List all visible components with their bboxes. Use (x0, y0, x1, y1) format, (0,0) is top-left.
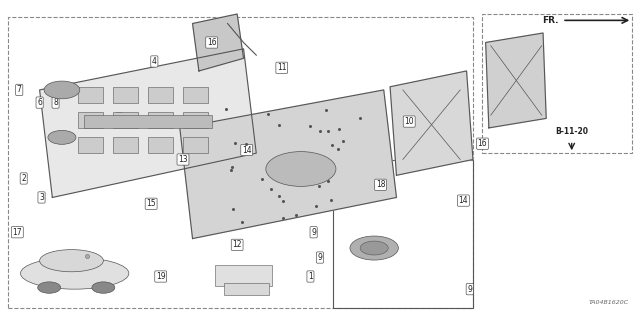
Text: 9: 9 (467, 285, 472, 294)
Text: 14: 14 (459, 196, 468, 205)
Bar (215, 265, 272, 286)
Text: 10: 10 (404, 117, 414, 126)
Polygon shape (390, 71, 473, 175)
Text: 9: 9 (317, 253, 323, 262)
Text: 15: 15 (147, 199, 156, 208)
Polygon shape (180, 90, 396, 239)
Bar (78, 87, 103, 103)
Bar (225, 283, 269, 295)
Bar (84, 115, 212, 128)
Bar (183, 137, 209, 153)
Text: FR.: FR. (543, 16, 559, 25)
Polygon shape (40, 49, 256, 197)
Text: 12: 12 (232, 241, 242, 249)
Text: 18: 18 (376, 180, 385, 189)
Polygon shape (193, 14, 244, 71)
Circle shape (48, 130, 76, 144)
Text: 9: 9 (311, 228, 316, 237)
Text: 14: 14 (242, 145, 252, 154)
Text: 8: 8 (53, 98, 58, 107)
Text: 13: 13 (178, 155, 188, 164)
Bar (148, 112, 173, 128)
Ellipse shape (20, 257, 129, 289)
Bar (78, 137, 103, 153)
Text: B-11-20: B-11-20 (556, 127, 588, 136)
Bar (78, 112, 103, 128)
Polygon shape (486, 33, 546, 128)
Text: 19: 19 (156, 272, 166, 281)
Text: 17: 17 (13, 228, 22, 237)
Text: TA04B1620C: TA04B1620C (589, 300, 629, 305)
Text: 11: 11 (277, 63, 287, 72)
Bar (113, 87, 138, 103)
Circle shape (350, 236, 398, 260)
Circle shape (92, 282, 115, 293)
Bar (113, 112, 138, 128)
Text: 3: 3 (39, 193, 44, 202)
Circle shape (360, 241, 388, 255)
Text: 4: 4 (152, 57, 157, 66)
Bar (148, 137, 173, 153)
Text: 2: 2 (21, 174, 26, 183)
Text: 7: 7 (17, 85, 22, 94)
Text: 1: 1 (308, 272, 313, 281)
Bar (183, 112, 209, 128)
Text: 6: 6 (37, 98, 42, 107)
Text: 16: 16 (207, 38, 216, 47)
Bar (183, 87, 209, 103)
Bar (148, 87, 173, 103)
Circle shape (266, 152, 336, 186)
Ellipse shape (40, 250, 103, 272)
Text: 5: 5 (117, 114, 122, 123)
Circle shape (44, 81, 80, 99)
Text: 16: 16 (477, 139, 487, 148)
Bar (113, 137, 138, 153)
Circle shape (38, 282, 61, 293)
